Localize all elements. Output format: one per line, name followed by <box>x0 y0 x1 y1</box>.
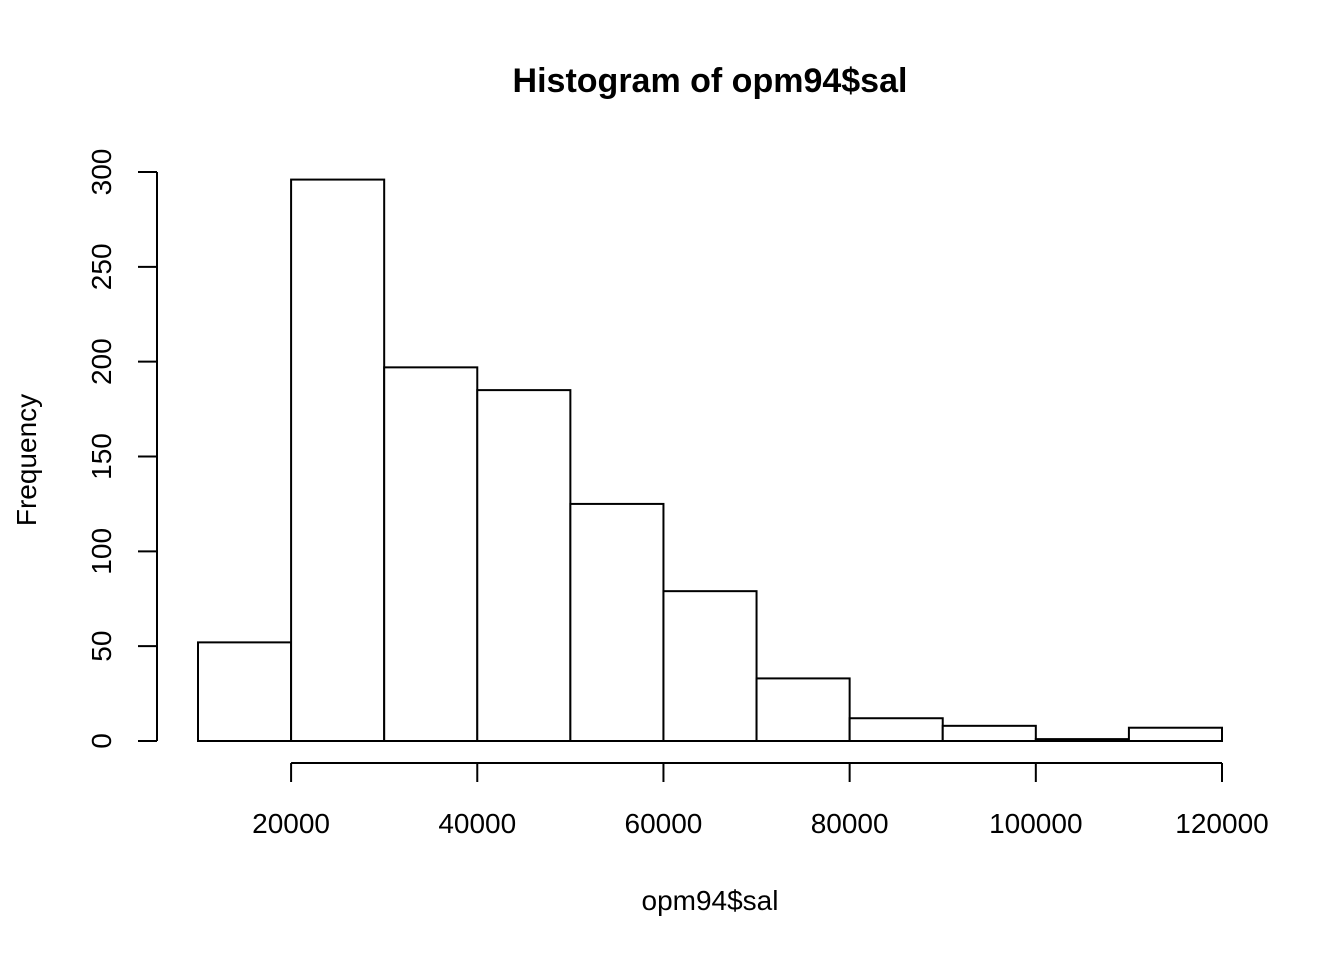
x-tick-label: 100000 <box>989 808 1082 839</box>
x-tick-label: 120000 <box>1175 808 1268 839</box>
histogram-bar-4 <box>569 502 665 742</box>
histogram-bar-3 <box>476 389 572 742</box>
histogram-bar-5 <box>662 590 758 742</box>
histogram-bar-2 <box>383 366 479 742</box>
y-tick-label: 300 <box>86 149 117 196</box>
x-tick-label: 20000 <box>252 808 330 839</box>
y-axis: 0 50 100 150 200 250 300 <box>86 149 158 749</box>
y-tick-label: 150 <box>86 433 117 480</box>
y-tick-label: 250 <box>86 243 117 290</box>
histogram-bar-6 <box>755 677 851 742</box>
x-tick-label: 60000 <box>625 808 703 839</box>
histogram-bar-8 <box>941 724 1037 742</box>
y-tick-label: 200 <box>86 338 117 385</box>
bars-group <box>197 178 1223 743</box>
x-tick-label: 80000 <box>811 808 889 839</box>
chart-title: Histogram of opm94$sal <box>513 62 908 100</box>
x-axis: 20000 40000 60000 80000 100000 120000 <box>252 762 1269 839</box>
histogram-bar-10 <box>1127 726 1223 742</box>
histogram-bar-1 <box>290 178 386 742</box>
x-tick-label: 40000 <box>438 808 516 839</box>
histogram-bar-7 <box>848 717 944 742</box>
y-tick-label: 100 <box>86 528 117 575</box>
histogram-bar-0 <box>197 641 293 743</box>
histogram-bar-9 <box>1034 738 1130 742</box>
y-tick-label: 50 <box>86 631 117 662</box>
x-axis-label: opm94$sal <box>642 885 779 916</box>
y-axis-label: Frequency <box>11 394 42 526</box>
y-tick-label: 0 <box>86 733 117 749</box>
